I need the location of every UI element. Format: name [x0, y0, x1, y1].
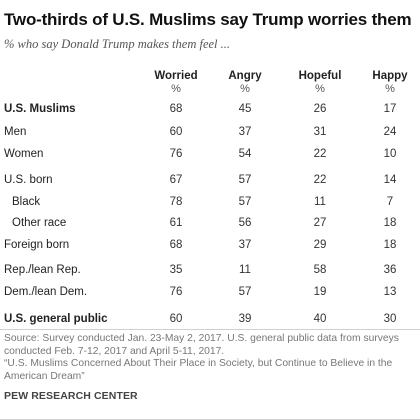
- table-cell: 60: [169, 313, 183, 325]
- brand-label: PEW RESEARCH CENTER: [4, 390, 138, 402]
- row-label: U.S. born: [4, 174, 53, 186]
- table-cell: 18: [383, 217, 397, 229]
- column-header: Angry%: [205, 70, 285, 95]
- table-cell: 24: [383, 126, 397, 138]
- table-cell: 22: [313, 148, 327, 160]
- table-cell: 68: [169, 103, 183, 115]
- table-cell: 57: [238, 174, 252, 186]
- row-label: Other race: [12, 217, 67, 229]
- column-header: Happy%: [350, 70, 420, 95]
- chart-subtitle: % who say Donald Trump makes them feel .…: [4, 37, 231, 51]
- table-cell: 14: [383, 174, 397, 186]
- table-cell: 13: [383, 286, 397, 298]
- table-cell: 61: [169, 217, 183, 229]
- table-cell: 60: [169, 126, 183, 138]
- table-cell: 27: [313, 217, 327, 229]
- table-cell: 57: [238, 286, 252, 298]
- table-cell: 57: [238, 196, 252, 208]
- column-header: Worried%: [136, 70, 216, 95]
- source-note: Source: Survey conducted Jan. 23-May 2, …: [4, 333, 416, 383]
- table-cell: 10: [383, 148, 397, 160]
- table-cell: 54: [238, 148, 252, 160]
- table-cell: 40: [313, 313, 327, 325]
- table-cell: 7: [386, 196, 394, 208]
- table-cell: 45: [238, 103, 252, 115]
- table-cell: 29: [313, 239, 327, 251]
- chart-title: Two-thirds of U.S. Muslims say Trump wor…: [4, 10, 412, 29]
- row-label: Black: [12, 196, 41, 208]
- unit-label: %: [171, 83, 181, 95]
- column-label: Worried: [154, 70, 198, 82]
- table-cell: 17: [383, 103, 397, 115]
- row-label: U.S. Muslims: [4, 103, 76, 115]
- table-cell: 11: [314, 196, 326, 208]
- row-label: Men: [4, 126, 27, 138]
- table-cell: 76: [169, 286, 183, 298]
- row-label: U.S. general public: [4, 313, 108, 325]
- source-line: Source: Survey conducted Jan. 23-May 2, …: [4, 333, 399, 344]
- table-cell: 26: [313, 103, 327, 115]
- table-cell: 76: [169, 148, 183, 160]
- row-label: Dem./lean Dem.: [4, 286, 88, 298]
- table-cell: 67: [169, 174, 183, 186]
- table-cell: 39: [238, 313, 252, 325]
- table-cell: 31: [313, 126, 327, 138]
- table-cell: 56: [238, 217, 252, 229]
- row-label: Women: [4, 148, 44, 160]
- table-cell: 37: [238, 126, 252, 138]
- unit-label: %: [315, 83, 325, 95]
- source-line: conducted Feb. 7-12, 2017 and April 5-11…: [4, 345, 225, 357]
- row-label: Foreign born: [4, 239, 70, 251]
- table-cell: 11: [239, 264, 251, 276]
- table-cell: 58: [313, 264, 327, 276]
- table-cell: 36: [383, 264, 397, 276]
- table-cell: 78: [169, 196, 183, 208]
- column-header: Hopeful%: [280, 70, 360, 95]
- column-label: Angry: [228, 70, 262, 82]
- table-cell: 19: [313, 286, 327, 298]
- column-label: Hopeful: [298, 70, 342, 82]
- column-label: Happy: [372, 70, 408, 82]
- table-cell: 22: [313, 174, 327, 186]
- unit-label: %: [385, 83, 395, 95]
- table-cell: 68: [169, 239, 183, 251]
- table-cell: 35: [169, 264, 183, 276]
- source-line: “U.S. Muslims Concerned About Their Plac…: [4, 358, 393, 369]
- source-line: American Dream”: [4, 370, 85, 382]
- table-cell: 30: [383, 313, 397, 325]
- table-cell: 18: [383, 239, 397, 251]
- row-label: Rep./lean Rep.: [4, 264, 81, 276]
- table-cell: 37: [238, 239, 252, 251]
- divider: [0, 329, 420, 330]
- unit-label: %: [240, 83, 250, 95]
